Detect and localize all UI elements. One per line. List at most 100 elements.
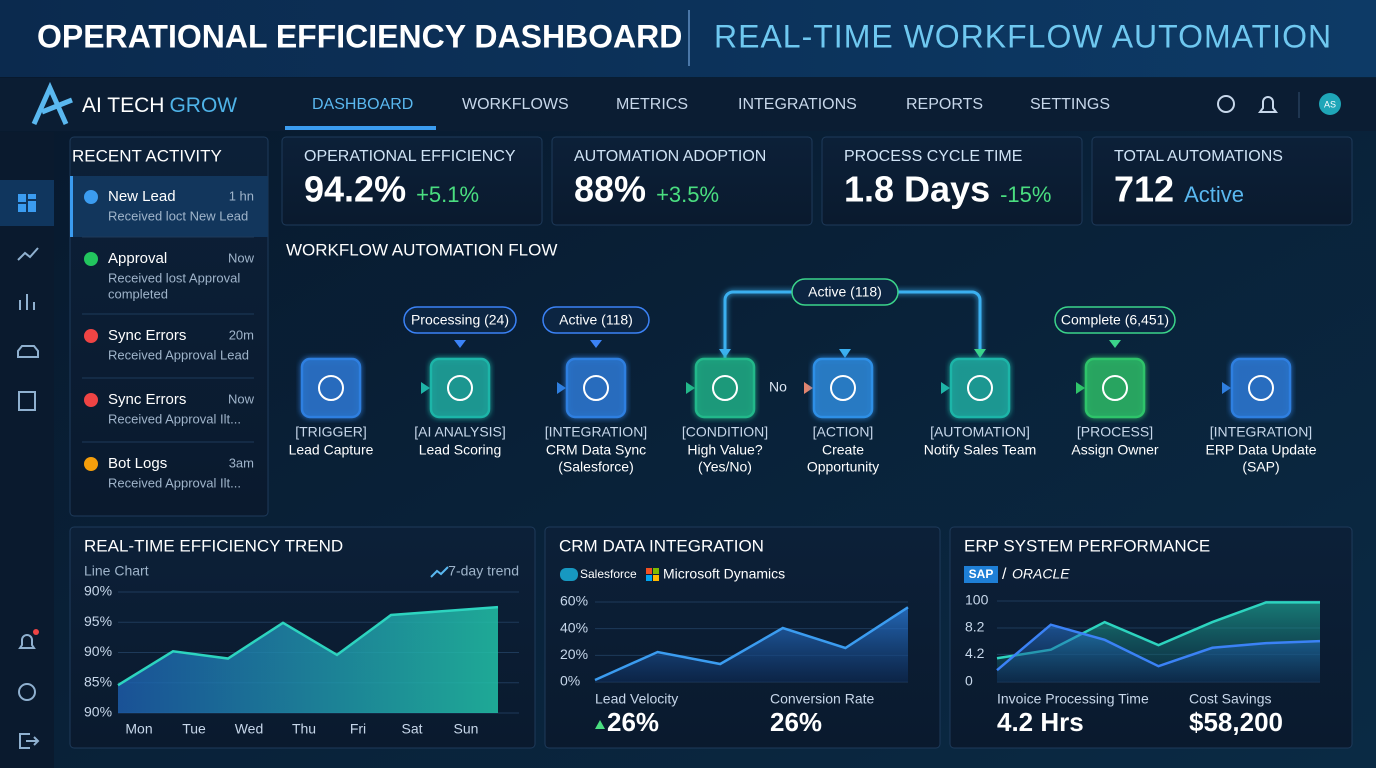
activity-time: 3am (229, 455, 254, 470)
panel (949, 526, 1353, 749)
y-tick-label: 95% (84, 613, 112, 629)
header-title: OPERATIONAL EFFICIENCY DASHBOARD (37, 18, 682, 54)
badge-text: Active (118) (808, 284, 882, 300)
node-icon (1248, 375, 1274, 401)
activity-title-text: Approval (108, 250, 167, 267)
sap-logo (964, 566, 998, 583)
arrow-head (719, 349, 731, 358)
panel-title: ERP SYSTEM PERFORMANCE (964, 536, 1210, 555)
activity-icon (84, 393, 98, 407)
bell-icon[interactable] (1258, 96, 1278, 113)
area (118, 607, 498, 713)
arrow-head (974, 349, 986, 358)
activity-title-text: Sync Errors (108, 327, 186, 344)
header-subtitle: REAL-TIME WORKFLOW AUTOMATION (714, 18, 1332, 54)
activity-time: Now (228, 250, 255, 265)
salesforce-logo (560, 568, 578, 581)
flow-badge (791, 278, 899, 306)
tray-icon[interactable] (17, 345, 39, 358)
node-type: [PROCESS] (1077, 424, 1153, 440)
flow-node[interactable] (565, 357, 627, 419)
brand-logo (31, 81, 73, 126)
node-label: (Salesforce) (558, 459, 633, 475)
stat-label: Lead Velocity (595, 691, 678, 707)
flow-node[interactable] (694, 357, 756, 419)
kpi-card (551, 136, 813, 226)
help-icon[interactable] (18, 683, 36, 701)
node-label: (SAP) (1242, 459, 1279, 475)
activity-icon (84, 190, 98, 204)
flow-badge (542, 306, 650, 334)
avatar[interactable] (1319, 93, 1341, 115)
nav-item[interactable]: WORKFLOWS (462, 96, 569, 113)
chart-subtitle: Line Chart (84, 563, 149, 579)
node-type: [INTEGRATION] (545, 424, 647, 440)
node-type: [CONDITION] (682, 424, 768, 440)
panel-title: REAL-TIME EFFICIENCY TREND (84, 536, 343, 555)
logout-icon[interactable] (19, 733, 40, 749)
node-label: (Yes/No) (698, 459, 752, 475)
nav-item[interactable]: INTEGRATIONS (738, 96, 857, 113)
badge-pointer (1109, 340, 1121, 348)
panel-title: CRM DATA INTEGRATION (559, 536, 764, 555)
flow-node[interactable] (300, 357, 362, 419)
nav-item[interactable]: DASHBOARD (312, 96, 413, 113)
up-arrow (595, 720, 605, 729)
activity-time: 1 hn (229, 188, 254, 203)
x-tick-label: Sun (454, 721, 479, 737)
stat-label: Conversion Rate (770, 691, 874, 707)
nav-item[interactable]: REPORTS (906, 96, 983, 113)
stat-label: Invoice Processing Time (997, 691, 1149, 707)
badge-text: Active (118) (559, 312, 633, 328)
flow-node[interactable] (812, 357, 874, 419)
alerts-icon[interactable] (18, 634, 36, 649)
badge-pointer (454, 340, 466, 348)
bars-icon[interactable] (19, 294, 35, 310)
area (997, 624, 1320, 682)
node-icon (583, 375, 609, 401)
node-type: [AUTOMATION] (930, 424, 1030, 440)
kpi-change: +5.1% (416, 182, 479, 207)
kpi-change: +3.5% (656, 182, 719, 207)
activity-icon (84, 457, 98, 471)
kpi-value: 88% (574, 169, 646, 210)
badge-text: Processing (24) (411, 312, 509, 328)
kpi-label: AUTOMATION ADOPTION (574, 148, 766, 165)
stat-value: 26% (607, 707, 659, 737)
logo-text: ORACLE (1012, 566, 1070, 582)
nav-item[interactable]: METRICS (616, 96, 688, 113)
settings-icon[interactable] (1217, 95, 1235, 113)
trend-icon[interactable] (17, 247, 39, 261)
node-label: High Value? (687, 442, 762, 458)
x-tick-label: Sat (401, 721, 422, 737)
ms-logo (646, 568, 652, 574)
arrow-head (839, 349, 851, 358)
activity-text: Received Approval Lead (108, 347, 249, 362)
activity-icon (84, 252, 98, 266)
kpi-label: TOTAL AUTOMATIONS (1114, 148, 1283, 165)
arrow-head (421, 382, 430, 394)
logo-text: SAP (969, 567, 994, 581)
node-icon (447, 375, 473, 401)
node-type: [INTEGRATION] (1210, 424, 1312, 440)
dashboard-icon[interactable] (18, 194, 36, 212)
doc-icon[interactable] (18, 391, 36, 411)
y-tick-label: 0 (965, 673, 973, 689)
sidebar-active (0, 180, 54, 226)
activity-title: RECENT ACTIVITY (72, 146, 222, 165)
y-tick-label: 8.2 (965, 619, 985, 635)
x-tick-label: Wed (235, 721, 264, 737)
flow-node[interactable] (1084, 357, 1146, 419)
flow-node[interactable] (1230, 357, 1292, 419)
avatar-initials: AS (1324, 99, 1336, 109)
flow-node[interactable] (429, 357, 491, 419)
brand: AI TECH GROW (82, 94, 237, 117)
activity-highlight-bar (70, 176, 73, 237)
legend-icon (430, 566, 449, 578)
badge-text: Complete (6,451) (1061, 312, 1169, 328)
flow-node[interactable] (949, 357, 1011, 419)
y-tick-label: 60% (560, 593, 588, 609)
nav-item[interactable]: SETTINGS (1030, 96, 1110, 113)
